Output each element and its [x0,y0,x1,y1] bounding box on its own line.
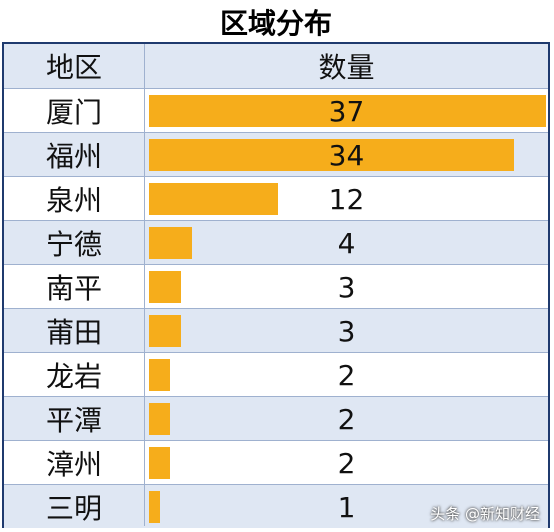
region-label: 平潭 [45,404,102,437]
header-count: 数量 [318,51,375,84]
value-cell: 2 [145,397,548,441]
table-row: 宁德 4 [4,221,548,264]
bar [149,315,181,347]
data-label: 12 [328,182,365,216]
data-label: 2 [337,402,356,436]
table-row: 三明 1 [4,485,548,528]
table-row: 平潭 2 [4,397,548,440]
region-label: 莆田 [45,316,102,349]
header-divider [4,88,548,89]
data-label: 2 [337,446,356,480]
data-label: 3 [337,314,356,348]
table-header: 地区 数量 [4,44,548,88]
region-label: 泉州 [45,184,102,217]
region-label: 漳州 [45,448,102,481]
watermark: 头条 @新知财经 [430,505,540,523]
data-label: 1 [337,490,356,524]
row-divider [4,220,548,221]
bar [149,95,546,127]
bar [149,139,514,171]
bar [149,183,278,215]
row-divider [4,308,548,309]
bar [149,447,170,479]
row-divider [4,176,548,177]
bar [149,227,192,259]
table-row: 南平 3 [4,265,548,308]
region-label: 三明 [45,492,102,525]
region-label: 龙岩 [45,360,102,393]
row-divider [4,132,548,133]
data-label: 34 [328,138,365,172]
table-row: 龙岩 2 [4,353,548,396]
value-cell: 12 [145,177,548,221]
value-cell: 3 [145,265,548,309]
value-cell: 37 [145,89,548,133]
value-cell: 4 [145,221,548,265]
column-divider [144,44,145,526]
data-label: 37 [328,94,365,128]
row-divider [4,484,548,485]
data-label: 3 [337,270,356,304]
bar [149,359,170,391]
data-label: 2 [337,358,356,392]
value-cell: 2 [145,353,548,397]
bar [149,491,160,523]
table-row: 漳州 2 [4,441,548,484]
bar [149,271,181,303]
region-label: 福州 [45,140,102,173]
row-divider [4,264,548,265]
chart-title: 区域分布 [2,2,550,44]
table-row: 厦门 37 [4,89,548,132]
bar [149,403,170,435]
region-label: 南平 [45,272,102,305]
table-row: 莆田 3 [4,309,548,352]
row-divider [4,440,548,441]
header-region: 地区 [45,51,102,84]
table-row: 福州 34 [4,133,548,176]
data-label: 4 [337,226,356,260]
table-row: 泉州 12 [4,177,548,220]
region-label: 厦门 [45,96,102,129]
row-divider [4,352,548,353]
value-cell: 1 [145,485,548,529]
value-cell: 3 [145,309,548,353]
value-cell: 2 [145,441,548,485]
row-divider [4,396,548,397]
value-cell: 34 [145,133,548,177]
region-label: 宁德 [45,228,102,261]
